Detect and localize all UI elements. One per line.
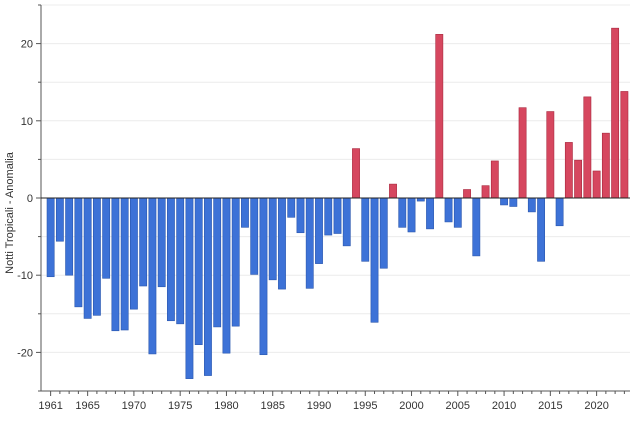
bar-1961 xyxy=(46,197,55,278)
y-tick-label: 10 xyxy=(21,116,33,128)
bar-1980 xyxy=(222,197,231,354)
x-tick-label: 1975 xyxy=(168,400,192,412)
x-tick-label: 1961 xyxy=(38,400,62,412)
bar-1972 xyxy=(148,197,157,355)
bar-1965 xyxy=(83,197,92,319)
y-axis-title: Notti Tropicali - Anomalia xyxy=(4,151,16,274)
bar-1982 xyxy=(241,197,249,228)
bar-2008 xyxy=(481,185,490,199)
bar-2013 xyxy=(527,197,536,213)
bar-1967 xyxy=(102,197,111,279)
bar-1984 xyxy=(259,197,268,356)
bar-2021 xyxy=(601,132,610,199)
bar-1994 xyxy=(352,148,360,199)
bar-2011 xyxy=(509,197,518,207)
x-tick-label: 1980 xyxy=(214,400,238,412)
bar-2019 xyxy=(583,96,592,199)
bar-1993 xyxy=(342,197,351,247)
bar-1998 xyxy=(389,183,397,199)
bar-1986 xyxy=(278,197,286,290)
bar-2020 xyxy=(592,170,601,199)
bar-2002 xyxy=(426,197,434,230)
x-tick-labels: 1961 1965 1970 1975 1980 1985 1990 1995 2000 2005… xyxy=(38,400,608,412)
bars xyxy=(46,27,629,379)
bar-1996 xyxy=(370,197,379,323)
x-tick-label: 2015 xyxy=(538,400,562,412)
bar-1987 xyxy=(287,197,296,218)
bar-1963 xyxy=(65,197,74,276)
bar-1962 xyxy=(55,197,64,242)
y-tick-labels: -20 -10 0 10 20 xyxy=(17,39,33,360)
bar-2004 xyxy=(444,197,453,223)
x-tick-label: 1990 xyxy=(307,400,331,412)
bar-1977 xyxy=(194,197,203,345)
bar-2007 xyxy=(472,197,481,257)
bar-1989 xyxy=(305,197,314,289)
bar-1995 xyxy=(361,197,370,262)
bar-1988 xyxy=(296,197,305,234)
bar-1968 xyxy=(111,197,120,332)
x-tick-label: 1985 xyxy=(260,400,284,412)
y-tick-label: -20 xyxy=(17,347,33,359)
bar-2014 xyxy=(537,197,545,262)
axes xyxy=(36,4,630,396)
bar-2018 xyxy=(574,159,583,199)
bar-2003 xyxy=(435,34,444,199)
bar-2009 xyxy=(490,160,499,199)
bar-2005 xyxy=(453,197,462,228)
bar-1971 xyxy=(139,197,148,287)
bar-1970 xyxy=(130,197,138,310)
bar-1985 xyxy=(268,197,277,281)
y-tick-label: -10 xyxy=(17,270,33,282)
bar-1976 xyxy=(185,197,194,379)
bar-1991 xyxy=(324,197,333,236)
y-tick-label: 0 xyxy=(27,193,33,205)
bar-1979 xyxy=(213,197,222,328)
bar-2010 xyxy=(500,197,508,206)
bar-1997 xyxy=(379,197,388,269)
bar-2015 xyxy=(546,111,555,199)
x-tick-label: 2005 xyxy=(446,400,470,412)
bar-2016 xyxy=(555,197,564,227)
bar-1975 xyxy=(176,197,185,325)
bar-2012 xyxy=(518,107,527,199)
bar-2006 xyxy=(463,189,471,199)
bar-1981 xyxy=(231,197,240,327)
y-tick-label: 20 xyxy=(21,39,33,51)
x-tick-label: 2010 xyxy=(492,400,516,412)
x-tick-label: 1970 xyxy=(122,400,146,412)
bar-1978 xyxy=(204,197,212,376)
x-tick-label: 2020 xyxy=(584,400,608,412)
bar-2000 xyxy=(407,197,416,233)
bar-1964 xyxy=(74,197,83,308)
bar-1992 xyxy=(333,197,342,234)
bar-1999 xyxy=(398,197,407,228)
bar-1969 xyxy=(120,197,129,331)
x-tick-label: 1965 xyxy=(75,400,99,412)
bar-2017 xyxy=(564,142,573,199)
bar-2023 xyxy=(620,91,629,199)
bar-1974 xyxy=(167,197,175,322)
bar-1973 xyxy=(157,197,166,288)
grid-lines xyxy=(41,4,630,392)
bar-2022 xyxy=(611,27,620,199)
bar-1966 xyxy=(92,197,101,316)
x-tick-label: 1995 xyxy=(353,400,377,412)
x-tick-label: 2000 xyxy=(399,400,423,412)
bar-1990 xyxy=(315,197,323,264)
bar-1983 xyxy=(250,197,259,275)
